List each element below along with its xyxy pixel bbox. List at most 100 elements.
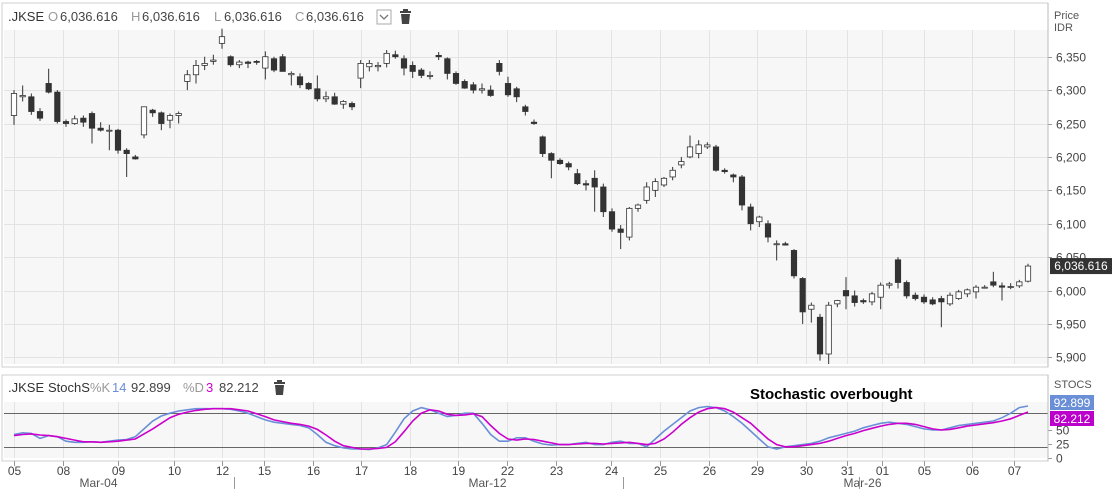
candle-body-down	[296, 76, 304, 86]
x-tick-label: 24	[605, 464, 619, 478]
candle-body-down	[920, 296, 928, 303]
candle-body-down	[132, 156, 139, 160]
candle-body-up	[106, 129, 113, 132]
candle	[938, 295, 945, 328]
candle-body-down	[903, 282, 910, 297]
candle-body-down	[88, 113, 96, 129]
candle-body-up	[383, 52, 390, 64]
candle-body-down	[721, 169, 728, 173]
candle	[842, 277, 850, 310]
x-tick-label: 07	[1008, 464, 1022, 478]
candle-body-up	[374, 65, 382, 68]
price-y-tick-label: 6,200	[1056, 151, 1086, 165]
delete-price-panel-icon[interactable]	[400, 9, 411, 24]
candle-body-up	[288, 73, 295, 76]
price-y-tick-label: 6,150	[1056, 184, 1086, 198]
candle	[184, 70, 191, 91]
candle-body-down	[860, 300, 867, 303]
x-axis: 05 08 09 10 12 15 16 17 18 19 22 23 24 25 26 29 30 31 01 05…	[8, 461, 1022, 490]
candle-body-down	[894, 259, 902, 283]
candle-body-down	[409, 65, 416, 72]
candle	[678, 156, 685, 169]
candle	[10, 90, 18, 125]
candle	[530, 119, 538, 125]
price-axis-title-line2: IDR	[1054, 22, 1073, 34]
candle-body-up	[175, 113, 182, 116]
candle	[972, 285, 980, 299]
candle-body-down	[539, 136, 546, 154]
candle	[574, 168, 581, 185]
candle	[522, 104, 529, 116]
candle	[686, 135, 694, 159]
candle-body-up	[10, 93, 18, 116]
candle-body-down	[452, 73, 460, 84]
x-tick-label: 01	[876, 464, 890, 478]
price-legend: .JKSE O 6,036.616 H 6,036.616 L 6,036.61…	[8, 9, 364, 24]
candle	[409, 61, 416, 79]
candle	[366, 60, 373, 72]
candle	[348, 101, 356, 111]
candle-body-up	[686, 146, 694, 158]
x-tick-label: 26	[703, 464, 717, 478]
candle	[262, 51, 269, 80]
candle	[45, 68, 52, 94]
candle-body-down	[530, 121, 538, 124]
stoch-y-tick-label: 25	[1056, 438, 1070, 452]
x-month-label: Mar-12	[468, 476, 506, 490]
candle	[738, 174, 746, 211]
candle-body-up	[678, 161, 685, 166]
candle-body-up	[1024, 265, 1032, 282]
candle	[903, 280, 910, 299]
price-axis-title-line1: Price	[1054, 10, 1079, 22]
candle	[426, 71, 434, 80]
candle	[886, 281, 893, 289]
price-symbol: .JKSE	[8, 9, 44, 24]
candle-body-down	[548, 153, 555, 161]
candle-body-down	[842, 290, 850, 297]
candle-body-down	[444, 58, 451, 74]
candle	[62, 119, 70, 127]
candle-body-up	[166, 115, 174, 121]
candle-body-up	[877, 284, 884, 298]
candle-body-up	[808, 304, 815, 310]
candle	[97, 122, 104, 132]
candle-body-up	[192, 65, 200, 76]
candle	[392, 50, 399, 59]
candle	[643, 182, 650, 204]
delete-stoch-panel-icon[interactable]	[274, 380, 285, 395]
k-value-tag-text: 92.899	[1054, 396, 1091, 410]
candle-body-up	[660, 177, 668, 186]
candle-body-up	[634, 204, 642, 209]
candle	[331, 92, 338, 105]
candle	[296, 73, 304, 89]
candle-body-up	[972, 286, 980, 293]
last-price-tag-text: 6,036.616	[1054, 259, 1108, 273]
candle-body-up	[1016, 281, 1023, 287]
candle	[1007, 283, 1014, 290]
last-price-tag: 6,036.616	[1050, 258, 1112, 275]
candle	[158, 111, 165, 131]
candle-body-down	[513, 88, 520, 98]
stoch-indicator: StochS	[48, 380, 90, 395]
candle	[582, 180, 590, 191]
candle	[920, 294, 928, 304]
k-label: %K	[90, 380, 111, 395]
candle	[149, 108, 156, 117]
candle-body-up	[955, 291, 962, 299]
candle	[964, 288, 971, 298]
candle	[617, 225, 624, 250]
candle-body-down	[574, 173, 581, 185]
stoch-legend: .JKSE StochS %K 14 92.899 %D 3 82.212	[8, 380, 259, 395]
x-month-label: Mar-04	[79, 476, 117, 490]
candle	[357, 60, 364, 89]
price-y-tick-label: 6,250	[1056, 118, 1086, 132]
candle-body-down	[990, 281, 997, 286]
candle-body-down	[418, 69, 425, 76]
candle-body-down	[461, 81, 468, 89]
price-y-tick-label: 6,100	[1056, 218, 1086, 232]
candle-body-up	[426, 75, 434, 77]
d-value-tag-text: 82.212	[1054, 412, 1091, 426]
collapse-dropdown-icon[interactable]	[376, 9, 392, 25]
